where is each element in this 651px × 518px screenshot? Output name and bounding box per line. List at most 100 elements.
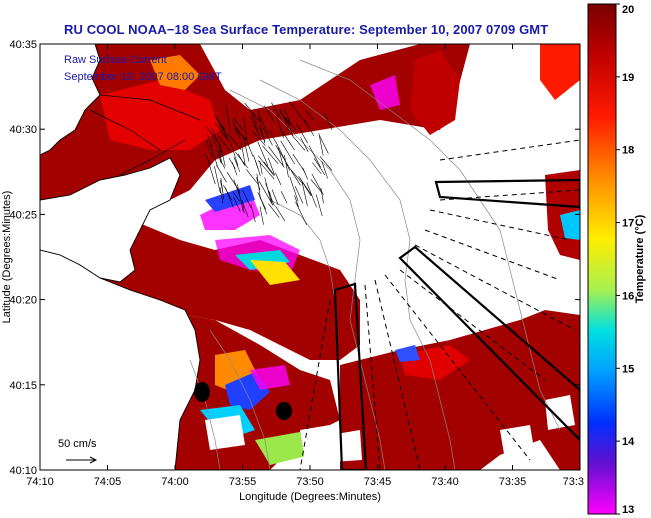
colorbar-tick-label: 20 [622,4,634,16]
current-vector [295,122,308,144]
current-vector [279,127,295,151]
sst-patch-upper-orange [150,55,200,90]
current-vector [219,187,224,204]
current-vector [258,181,273,205]
figure-title: RU COOL NOAA−18 Sea Surface Temperature:… [64,22,549,37]
current-vector [318,133,324,156]
sst-patch-upper-red [100,80,220,150]
current-vector [250,109,258,125]
current-vector [236,125,241,140]
current-vector [295,201,307,226]
sst-gap-1 [205,415,245,450]
current-vector [227,133,242,151]
current-vector [210,145,218,167]
current-vector [259,160,263,175]
x-tick-label: 74:00 [161,476,189,488]
sector-south [333,282,368,470]
land [40,44,201,470]
current-vector [234,126,247,141]
y-tick-label: 40:25 [9,209,37,221]
current-vector [298,176,313,196]
current-vector [242,189,252,209]
current-vector [237,184,244,212]
current-vector [283,108,291,123]
current-vector [276,115,284,139]
sst-patch-ne-2 [370,75,400,110]
current-vector [219,142,226,167]
sst-patch-lower-magenta [250,365,290,390]
x-tick-label: 73:40 [431,476,459,488]
current-vector [287,165,304,185]
current-vector [206,126,218,141]
current-vector [305,110,314,121]
current-vector [299,114,308,125]
current-vector [244,136,254,157]
x-axis-label: Longitude (Degrees:Minutes) [239,491,381,503]
land-bay-lines [89,94,201,176]
x-tick-label: 73:55 [229,476,257,488]
current-vector [231,162,238,176]
current-vector [242,134,250,162]
scale-arrow [66,456,98,464]
sst-gap-4 [545,395,575,430]
x-tick-label: 73:45 [364,476,392,488]
current-vector [292,153,306,173]
sst-gap-2 [300,425,335,460]
current-vector [280,140,295,165]
colorbar-ticks: 20 19 18 17 16 15 14 13 [616,3,635,516]
current-vector [218,135,231,151]
current-vector [253,124,260,136]
x-axis-ticks: 74:10 74:05 74:00 73:55 73:50 73:45 73:40 73:35… [26,44,584,488]
current-vector [259,206,264,225]
current-vector [312,162,322,175]
current-vectors [204,101,333,226]
sst-patch-mid-cyan [235,250,290,270]
current-vector [225,105,231,133]
current-vector [228,157,236,169]
current-vector [233,157,241,172]
current-vector [301,182,308,206]
current-vector [319,135,329,154]
current-vector [230,143,239,167]
current-vector [220,177,225,200]
current-vector [302,167,308,180]
bathymetry-contours [189,59,561,470]
current-vector [237,153,246,166]
current-vector [268,146,285,168]
current-vector [226,172,241,193]
x-tick-label: 73:35 [499,476,527,488]
current-vector [221,124,228,137]
y-tick-label: 40:30 [9,124,37,136]
sst-gap-3 [500,425,535,460]
current-vector [284,154,289,178]
colorbar-tick-label: 18 [622,145,634,157]
current-vector [269,191,273,206]
current-vector [289,101,301,116]
current-vector [275,145,289,167]
current-vector [216,164,227,183]
sst-gap-5 [330,430,362,462]
current-vector [232,191,241,202]
current-vector [225,187,234,208]
current-vector [313,158,326,176]
current-vector [215,123,230,143]
colorbar-tick-label: 14 [622,436,635,448]
colorbar-tick-label: 16 [622,290,634,302]
current-vector [268,157,275,176]
sst-patch-ne-1 [410,50,460,135]
y-tick-label: 40:35 [9,39,37,51]
current-vector [242,201,245,214]
sst-patch-e-2 [560,210,580,240]
current-vector [269,130,278,145]
colorbar-label: Temperature (°C) [634,214,646,303]
current-vector [233,118,244,131]
colorbar-tick-label: 13 [622,504,634,516]
current-vector [212,138,223,154]
current-vector [257,160,275,180]
current-vector [232,119,238,136]
current-vector [214,115,226,130]
current-vector [257,109,262,127]
current-vector [279,110,291,125]
current-vector [323,112,333,131]
current-vector [217,149,222,163]
